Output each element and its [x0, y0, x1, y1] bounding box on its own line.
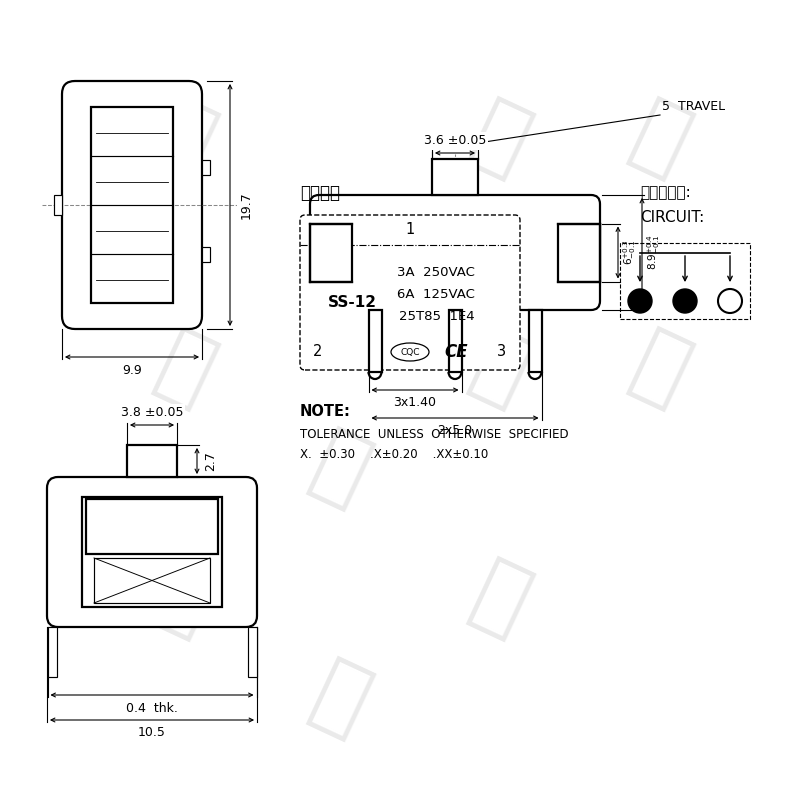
Bar	[127, 445, 177, 477]
Text: 3: 3	[498, 345, 506, 359]
Bar	[86, 499, 218, 554]
Text: X.  ±0.30    .X±0.20    .XX±0.10: X. ±0.30 .X±0.20 .XX±0.10	[300, 447, 488, 461]
Text: 2.7: 2.7	[205, 451, 218, 471]
Text: TOLERANCE  UNLESS  OTHERWISE  SPECIFIED: TOLERANCE UNLESS OTHERWISE SPECIFIED	[300, 427, 569, 441]
Bar	[82, 497, 222, 607]
Circle shape	[628, 289, 652, 313]
Text: 电: 电	[299, 191, 381, 289]
Bar	[310, 223, 352, 282]
Bar	[432, 159, 478, 195]
Text: CE: CE	[444, 343, 468, 361]
Bar	[47, 627, 57, 677]
FancyBboxPatch shape	[62, 81, 202, 329]
Text: 3.8 ±0.05: 3.8 ±0.05	[121, 406, 183, 419]
Text: 19.7: 19.7	[239, 191, 253, 219]
Bar	[91, 107, 173, 303]
Bar	[202, 247, 210, 262]
FancyBboxPatch shape	[300, 215, 520, 370]
Bar	[54, 195, 62, 215]
Text: 25T85  1E4: 25T85 1E4	[398, 310, 474, 323]
Bar	[620, 243, 750, 319]
FancyBboxPatch shape	[310, 195, 600, 310]
Text: 电: 电	[619, 91, 701, 189]
Text: 电气原理图:: 电气原理图:	[640, 186, 690, 201]
Text: 2x5.0: 2x5.0	[438, 425, 473, 438]
Text: 1: 1	[406, 222, 414, 238]
Text: 3.6 ±0.05: 3.6 ±0.05	[424, 134, 486, 147]
Text: 子: 子	[459, 551, 541, 649]
Text: 5  TRAVEL: 5 TRAVEL	[662, 100, 725, 113]
Text: CQC: CQC	[400, 347, 420, 357]
Text: 9.9: 9.9	[122, 363, 142, 377]
Text: 2: 2	[314, 345, 322, 359]
Text: 键: 键	[144, 551, 226, 649]
Bar	[449, 310, 462, 372]
Text: $6^{+0.3}_{-0.1}$: $6^{+0.3}_{-0.1}$	[621, 240, 638, 266]
Ellipse shape	[391, 343, 429, 361]
Text: 电: 电	[299, 651, 381, 749]
Text: 开关字唛: 开关字唛	[300, 184, 340, 202]
Text: 6A  125VAC: 6A 125VAC	[398, 289, 475, 302]
Bar	[529, 310, 542, 372]
Bar	[247, 627, 257, 677]
Text: 键: 键	[144, 91, 226, 189]
Text: 3A  250VAC: 3A 250VAC	[398, 266, 475, 279]
Circle shape	[673, 289, 697, 313]
Text: $8.9^{+0.4}_{-0.1}$: $8.9^{+0.4}_{-0.1}$	[645, 234, 662, 270]
Text: 键: 键	[144, 322, 226, 418]
Text: 锁: 锁	[619, 322, 701, 418]
Text: 子: 子	[459, 322, 541, 418]
Bar	[202, 160, 210, 175]
Text: 锁: 锁	[459, 91, 541, 189]
Bar	[369, 310, 382, 372]
Text: NOTE:: NOTE:	[300, 405, 351, 419]
Text: 0.4  thk.: 0.4 thk.	[126, 702, 178, 714]
Text: 10.5: 10.5	[138, 726, 166, 739]
Text: 3x1.40: 3x1.40	[394, 397, 437, 410]
Text: CIRCUIT:: CIRCUIT:	[640, 210, 704, 225]
Text: 电: 电	[299, 422, 381, 518]
Text: SS-12: SS-12	[327, 295, 377, 310]
FancyBboxPatch shape	[47, 477, 257, 627]
Bar	[558, 223, 600, 282]
Bar	[94, 558, 210, 603]
